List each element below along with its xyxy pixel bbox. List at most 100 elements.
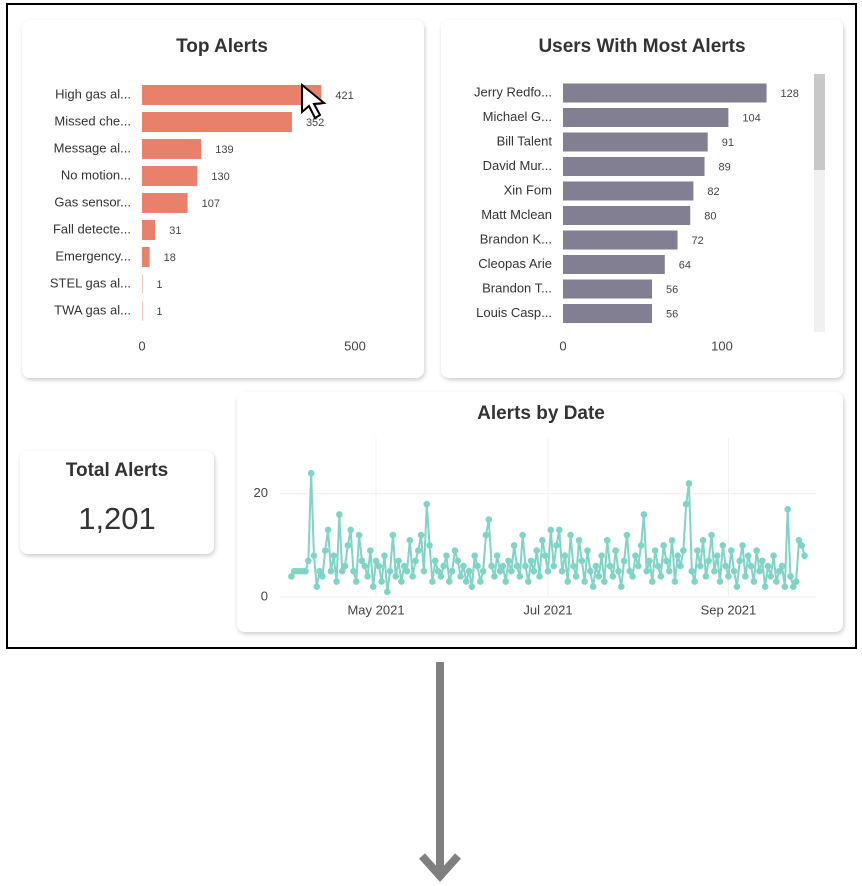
point <box>586 567 594 575</box>
point <box>716 578 724 585</box>
point <box>510 542 518 549</box>
scrollbar-thumb[interactable] <box>814 74 825 170</box>
point <box>640 511 648 518</box>
point <box>398 578 405 585</box>
point <box>663 557 670 565</box>
point <box>539 536 546 544</box>
point <box>457 573 464 580</box>
point <box>665 567 673 575</box>
value-label: 80 <box>704 210 716 222</box>
point <box>395 557 402 565</box>
point <box>733 583 741 590</box>
point <box>364 573 371 580</box>
point <box>414 547 422 554</box>
value-label: 82 <box>707 186 719 198</box>
point <box>361 562 369 570</box>
point <box>434 567 442 575</box>
value-label: 107 <box>202 198 220 210</box>
card <box>22 20 424 378</box>
point <box>719 542 727 549</box>
point <box>316 567 323 575</box>
point <box>688 567 696 575</box>
point <box>468 583 476 590</box>
scrollbar[interactable] <box>814 74 825 332</box>
point <box>378 578 385 585</box>
point <box>341 562 349 570</box>
point <box>756 567 763 575</box>
point <box>747 562 755 570</box>
kpi-title: Total Alerts <box>66 460 168 481</box>
point <box>417 531 425 539</box>
category-label: TWA gas al... <box>54 302 131 317</box>
point <box>775 567 783 575</box>
bar <box>563 108 729 127</box>
point <box>795 536 803 544</box>
point <box>333 578 340 585</box>
value-label: 139 <box>215 144 233 156</box>
point <box>477 578 484 585</box>
category-label: Brandon T... <box>482 280 552 295</box>
point <box>770 552 777 560</box>
value-label: 130 <box>211 171 229 183</box>
point <box>744 552 752 560</box>
point <box>682 500 690 508</box>
point <box>603 536 611 544</box>
value-label: 18 <box>164 252 176 264</box>
point <box>440 562 447 570</box>
point <box>423 500 431 508</box>
point <box>350 567 357 575</box>
point <box>612 547 619 554</box>
point <box>792 578 800 585</box>
chart-title: Users With Most Alerts <box>538 36 745 57</box>
point <box>406 536 414 544</box>
bar <box>563 206 691 225</box>
point <box>702 573 710 580</box>
point <box>646 557 653 565</box>
point <box>620 557 628 565</box>
point <box>355 531 363 539</box>
x-tick-label: 0 <box>138 338 145 353</box>
bar <box>142 247 150 267</box>
x-tick-label: 100 <box>711 338 733 353</box>
point <box>412 557 419 565</box>
point <box>753 547 760 554</box>
point <box>367 547 374 554</box>
point <box>696 562 704 570</box>
point <box>403 567 411 575</box>
category-label: High gas al... <box>55 86 131 101</box>
point <box>570 562 577 570</box>
bar <box>142 220 156 240</box>
point <box>465 567 473 575</box>
value-label: 104 <box>742 112 760 124</box>
point <box>632 552 639 560</box>
point <box>572 573 580 580</box>
point <box>347 526 354 534</box>
point <box>615 567 622 575</box>
point <box>634 562 642 570</box>
point <box>460 562 467 570</box>
point <box>381 552 388 560</box>
point <box>474 562 481 570</box>
category-label: Brandon K... <box>480 231 552 246</box>
value-label: 91 <box>722 137 734 149</box>
point <box>787 573 794 580</box>
category-label: No motion... <box>61 167 131 182</box>
bar <box>563 279 653 299</box>
point <box>302 567 309 575</box>
category-label: Louis Casp... <box>476 305 552 320</box>
point <box>499 562 507 570</box>
value-label: 56 <box>666 284 678 296</box>
point <box>491 573 498 580</box>
point <box>319 573 326 580</box>
category-label: STEL gas al... <box>50 275 131 290</box>
point <box>513 562 521 570</box>
kpi-value: 1,201 <box>78 501 156 536</box>
bar <box>563 304 653 323</box>
point <box>482 531 490 539</box>
point <box>372 557 380 565</box>
point <box>781 583 789 590</box>
point <box>553 542 560 549</box>
point <box>609 573 617 580</box>
